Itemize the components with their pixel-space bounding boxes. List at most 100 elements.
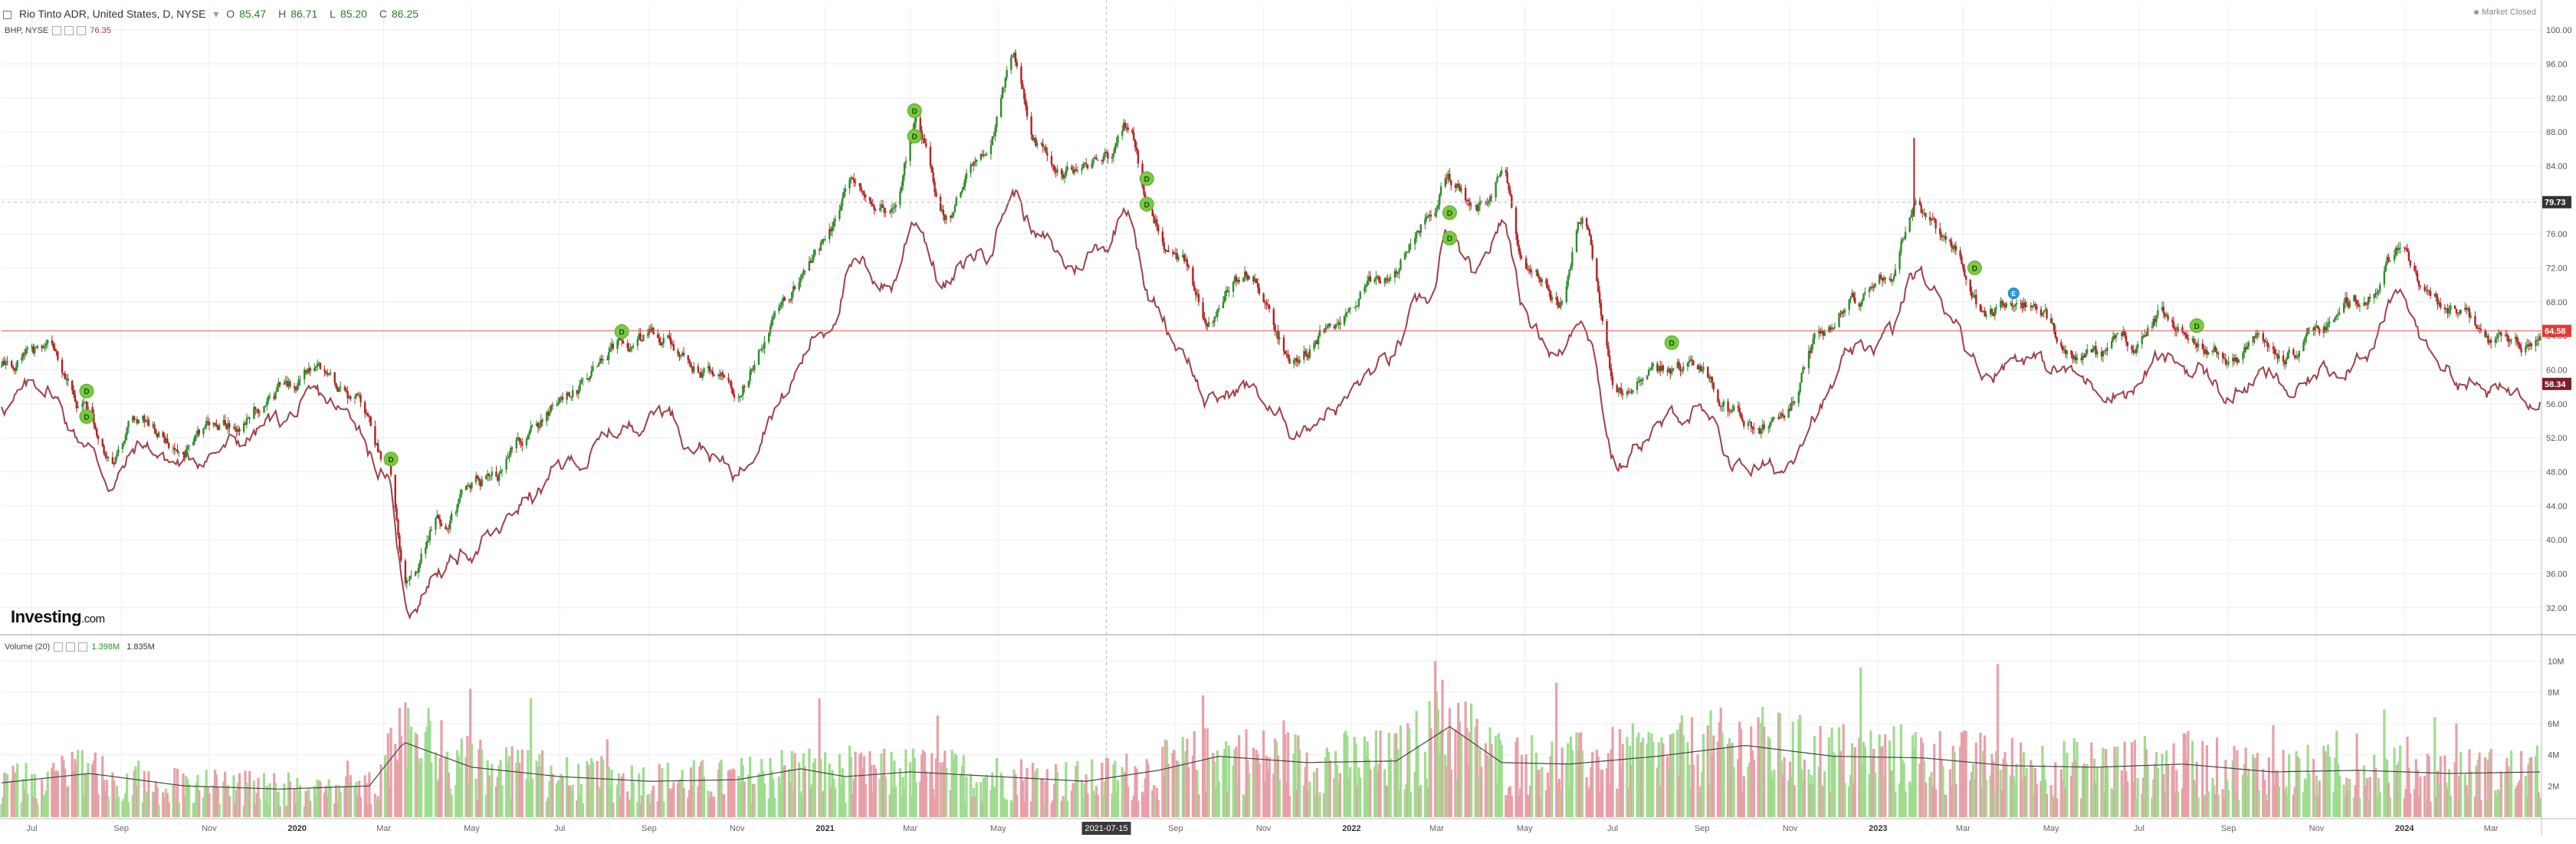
- candle: [2293, 354, 2296, 360]
- volume-bar: [700, 762, 703, 817]
- volume-close-icon[interactable]: [78, 642, 88, 652]
- candle: [1385, 276, 1387, 284]
- candle: [2489, 337, 2492, 349]
- dividend-marker[interactable]: [2189, 318, 2204, 333]
- candle: [454, 510, 457, 517]
- volume-eye-icon[interactable]: [54, 642, 64, 652]
- volume-bar: [1799, 714, 1802, 817]
- candle: [2074, 351, 2077, 365]
- volume-bar: [571, 784, 574, 817]
- volume-bar: [1275, 741, 1278, 817]
- volume-bar: [2443, 755, 2446, 817]
- candle: [1879, 271, 1882, 280]
- candle: [1378, 275, 1380, 284]
- candle: [1691, 355, 1693, 366]
- candle: [2161, 301, 2164, 312]
- candle: [707, 361, 710, 373]
- volume-bar: [1085, 774, 1088, 817]
- volume-bar: [1106, 758, 1110, 817]
- volume-bar: [525, 779, 528, 817]
- compare-settings-icon[interactable]: [64, 26, 74, 36]
- volume-bar: [1537, 769, 1541, 817]
- volume-bar: [1510, 795, 1513, 817]
- candle: [1398, 268, 1400, 279]
- volume-bar: [812, 762, 815, 817]
- candle: [1161, 226, 1164, 246]
- candle: [2070, 350, 2072, 359]
- volume-bar: [2424, 797, 2428, 817]
- candle: [2184, 332, 2187, 340]
- candle: [468, 481, 470, 488]
- candle: [596, 366, 599, 368]
- candle: [868, 196, 871, 205]
- volume-bar: [1157, 800, 1160, 817]
- candle: [75, 399, 78, 413]
- candle: [264, 405, 267, 408]
- candle: [366, 412, 369, 417]
- volume-bar: [396, 761, 400, 817]
- volume-bar: [1359, 777, 1362, 817]
- candle: [510, 445, 512, 458]
- candle: [1107, 149, 1109, 164]
- candle: [904, 156, 907, 169]
- volume-bar: [1565, 762, 1568, 817]
- candle: [319, 362, 322, 370]
- candle: [1918, 197, 1921, 206]
- candle: [2328, 317, 2331, 328]
- volume-bar: [1083, 783, 1086, 817]
- volume-bar: [1827, 737, 1830, 817]
- candle: [1339, 316, 1341, 330]
- candle: [610, 338, 613, 353]
- settings-dropdown-icon[interactable]: ▾: [213, 8, 219, 20]
- volume-bar: [2305, 780, 2308, 817]
- volume-bar: [1739, 728, 1743, 817]
- volume-bar: [561, 777, 564, 817]
- volume-bar: [2368, 777, 2371, 817]
- dividend-marker[interactable]: [1139, 196, 1154, 212]
- volume-bar: [2241, 774, 2245, 817]
- volume-bar: [1132, 795, 1135, 817]
- candle: [1173, 250, 1176, 255]
- volume-bar: [2009, 775, 2013, 817]
- candle: [11, 365, 15, 371]
- volume-bar: [247, 788, 250, 817]
- volume-bar: [164, 789, 168, 817]
- volume-bar: [1873, 772, 1877, 817]
- dividend-marker[interactable]: [1967, 260, 1982, 275]
- volume-bar: [2403, 798, 2406, 817]
- dividend-marker[interactable]: [907, 129, 922, 144]
- candle: [1771, 415, 1774, 422]
- time-axis-tick-label: Jul: [2134, 824, 2144, 833]
- volume-bar: [2233, 745, 2236, 817]
- candle: [2125, 332, 2128, 346]
- dividend-marker[interactable]: [1664, 335, 1679, 350]
- dividend-marker[interactable]: [907, 103, 922, 118]
- candle: [2010, 300, 2012, 307]
- candle: [1032, 134, 1034, 142]
- volume-bar: [2044, 780, 2047, 817]
- compare-close-icon[interactable]: [77, 26, 87, 36]
- compare-eye-icon[interactable]: [52, 26, 62, 36]
- dividend-marker[interactable]: [383, 452, 399, 467]
- dividend-marker[interactable]: [1442, 205, 1457, 220]
- volume-bar: [1803, 760, 1806, 817]
- dividend-marker[interactable]: [614, 324, 629, 340]
- dividend-marker[interactable]: [79, 383, 94, 399]
- candle: [1931, 212, 1934, 221]
- volume-bar: [1295, 790, 1298, 817]
- volume-bar: [1670, 734, 1673, 817]
- dividend-marker[interactable]: [1139, 171, 1154, 186]
- collapse-toggle-icon[interactable]: [3, 10, 11, 19]
- candle: [2216, 348, 2218, 358]
- dividend-marker[interactable]: [1442, 231, 1457, 246]
- volume-bar: [1843, 783, 1846, 817]
- volume-settings-icon[interactable]: [66, 642, 76, 652]
- dividend-marker[interactable]: [79, 409, 94, 424]
- volume-bar: [638, 773, 641, 817]
- volume-bar: [2293, 787, 2296, 817]
- volume-bar: [1822, 787, 1825, 817]
- event-marker[interactable]: [2007, 287, 2020, 300]
- volume-bar: [1899, 724, 1903, 817]
